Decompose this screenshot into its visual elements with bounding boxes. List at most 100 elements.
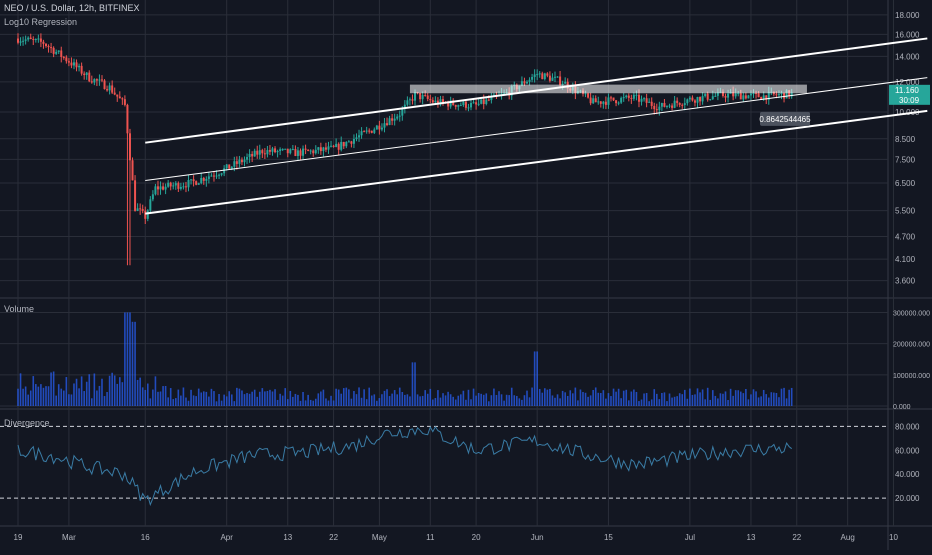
candle-body	[330, 145, 333, 147]
volume-bar	[386, 389, 388, 406]
candle-body	[32, 38, 35, 40]
candle-body	[589, 97, 592, 104]
candle-body	[780, 92, 783, 95]
candle-body	[360, 131, 363, 136]
candle-body	[788, 90, 791, 97]
volume-bar	[536, 351, 538, 406]
volume-bar	[760, 396, 762, 406]
volume-bar	[228, 391, 231, 406]
candle-body	[737, 93, 740, 95]
candle-body	[299, 150, 302, 156]
candle-body	[452, 100, 455, 105]
volume-bar	[666, 401, 668, 406]
candle-body	[184, 186, 187, 188]
candle-body	[62, 56, 65, 58]
candle-body	[464, 101, 467, 108]
candle-body	[210, 175, 213, 177]
volume-bar	[559, 398, 561, 406]
volume-bar	[152, 389, 154, 406]
candle-body	[83, 73, 86, 76]
candle-body	[235, 161, 238, 164]
volume-bar	[29, 390, 32, 406]
volume-bar	[68, 394, 70, 406]
candle-body	[156, 186, 159, 190]
volume-bar	[668, 393, 671, 406]
volume-bar	[73, 383, 75, 406]
volume-bar	[159, 391, 162, 406]
candle-body	[609, 97, 612, 99]
volume-bar	[238, 388, 241, 406]
candle-body	[187, 180, 190, 188]
volume-bar	[750, 394, 752, 406]
volume-bar	[454, 399, 457, 406]
volume-bar	[136, 379, 139, 406]
candle-body	[553, 76, 556, 78]
volume-bar	[93, 373, 96, 406]
candle-body	[424, 95, 427, 97]
annotation-value: 0.8642544465	[759, 115, 811, 124]
volume-tick-label: 0.000	[893, 404, 911, 411]
volume-bar	[37, 386, 40, 406]
volume-bar	[187, 400, 190, 406]
volume-bar	[332, 400, 335, 406]
volume-bar	[462, 390, 465, 406]
volume-bar	[157, 391, 159, 406]
price-tick-label: 4.100	[895, 255, 916, 264]
candle-body	[352, 138, 355, 144]
candle-body	[401, 108, 404, 116]
time-tick-label: 13	[747, 533, 756, 542]
volume-bar	[625, 389, 628, 406]
volume-bar	[129, 312, 131, 406]
candle-body	[78, 65, 81, 68]
candle-body	[238, 159, 241, 164]
candle-body	[322, 147, 325, 152]
volume-bar	[233, 401, 236, 406]
candle-body	[584, 93, 587, 95]
candle-body	[182, 186, 185, 188]
volume-bar	[91, 398, 93, 406]
candle-body	[286, 148, 289, 154]
volume-bar	[745, 388, 747, 406]
candle-body	[118, 96, 121, 99]
candle-body	[261, 150, 264, 154]
candle-body	[678, 102, 681, 105]
candle-body	[742, 95, 745, 100]
volume-bar	[729, 388, 732, 406]
candle-body	[599, 101, 602, 104]
candle-body	[691, 97, 694, 101]
volume-bar	[579, 389, 582, 406]
candle-body	[785, 90, 788, 99]
last-price-label: 11.160	[895, 86, 919, 95]
volume-bar	[737, 390, 740, 406]
candle-body	[388, 118, 391, 126]
candle-body	[556, 76, 559, 78]
volume-bar	[337, 389, 340, 406]
volume-bar	[480, 393, 482, 406]
candle-body	[207, 176, 210, 179]
candle-body	[164, 186, 167, 190]
candle-body	[635, 94, 638, 96]
volume-bar	[393, 390, 396, 406]
candle-body	[462, 101, 465, 106]
volume-tick-label: 200000.000	[893, 342, 930, 349]
candle-body	[350, 141, 353, 144]
volume-bar	[686, 398, 689, 406]
volume-bar	[447, 391, 449, 406]
candle-body	[396, 116, 399, 119]
volume-bar	[210, 388, 213, 406]
candle-body	[604, 101, 607, 105]
volume-bar	[271, 391, 274, 406]
candle-body	[592, 98, 595, 104]
candle-body	[421, 95, 424, 100]
volume-bar	[256, 396, 259, 406]
volume-bar	[528, 397, 531, 406]
volume-bar	[330, 395, 332, 406]
candle-body	[645, 98, 648, 103]
volume-bar	[111, 372, 113, 406]
volume-bar	[312, 400, 315, 406]
candle-body	[116, 94, 119, 97]
candle-body	[136, 208, 139, 211]
volume-bar	[292, 396, 294, 406]
candle-body	[19, 41, 22, 43]
